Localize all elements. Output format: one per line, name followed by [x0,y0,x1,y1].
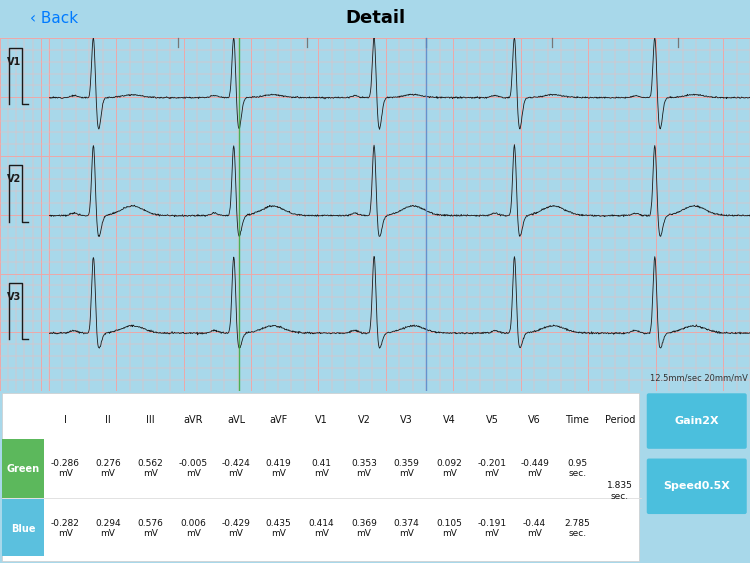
Text: 0.41
mV: 0.41 mV [311,459,332,478]
Text: 0.359
mV: 0.359 mV [394,459,419,478]
Text: 0.374
mV: 0.374 mV [394,519,419,538]
Text: 0.369
mV: 0.369 mV [351,519,377,538]
Text: V1: V1 [8,57,22,67]
Text: 0.294
mV: 0.294 mV [95,519,121,538]
Text: V3: V3 [400,415,413,426]
Text: Green: Green [7,463,40,473]
Text: -0.201
mV: -0.201 mV [478,459,506,478]
Text: V6: V6 [528,415,541,426]
Text: aVR: aVR [184,415,203,426]
Text: 0.353
mV: 0.353 mV [351,459,377,478]
Text: 2.785
sec.: 2.785 sec. [565,519,590,538]
Text: V3: V3 [8,292,22,302]
Text: V2: V2 [358,415,370,426]
Text: 0.435
mV: 0.435 mV [266,519,292,538]
Text: V1: V1 [315,415,328,426]
Text: 0.105
mV: 0.105 mV [436,519,462,538]
Text: 0.576
mV: 0.576 mV [138,519,164,538]
Text: I: I [64,415,67,426]
Text: -0.286
mV: -0.286 mV [51,459,80,478]
Text: II: II [105,415,111,426]
Text: -0.424
mV: -0.424 mV [221,459,251,478]
Text: 0.092
mV: 0.092 mV [436,459,462,478]
Text: -0.282
mV: -0.282 mV [51,519,80,538]
Text: -0.449
mV: -0.449 mV [520,459,549,478]
Text: III: III [146,415,155,426]
Text: -0.191
mV: -0.191 mV [477,519,506,538]
Text: Gain2X: Gain2X [674,416,719,426]
Text: V4: V4 [443,415,456,426]
FancyBboxPatch shape [646,458,747,514]
Text: 0.562
mV: 0.562 mV [138,459,164,478]
Text: 0.006
mV: 0.006 mV [180,519,206,538]
Bar [2,499,44,556]
FancyBboxPatch shape [646,394,747,449]
Text: 0.419
mV: 0.419 mV [266,459,292,478]
Text: Blue: Blue [10,524,35,534]
Text: -0.44
mV: -0.44 mV [523,519,546,538]
Text: Speed0.5X: Speed0.5X [663,481,730,491]
Text: 12.5mm/sec 20mm/mV: 12.5mm/sec 20mm/mV [650,373,748,382]
Text: 0.276
mV: 0.276 mV [95,459,121,478]
Text: Period: Period [604,415,635,426]
Text: V2: V2 [8,175,22,185]
Text: -0.429
mV: -0.429 mV [221,519,251,538]
Text: 0.414
mV: 0.414 mV [308,519,334,538]
Text: V5: V5 [485,415,498,426]
Text: Detail: Detail [345,10,405,28]
Text: ‹ Back: ‹ Back [30,11,78,26]
Bar [2,439,44,498]
Text: 0.95
sec.: 0.95 sec. [567,459,587,478]
Text: aVF: aVF [269,415,288,426]
Text: 1.835
sec.: 1.835 sec. [607,481,633,501]
Bar [2,394,639,561]
Text: -0.005
mV: -0.005 mV [178,459,208,478]
Text: Time: Time [566,415,590,426]
Text: aVL: aVL [227,415,245,426]
